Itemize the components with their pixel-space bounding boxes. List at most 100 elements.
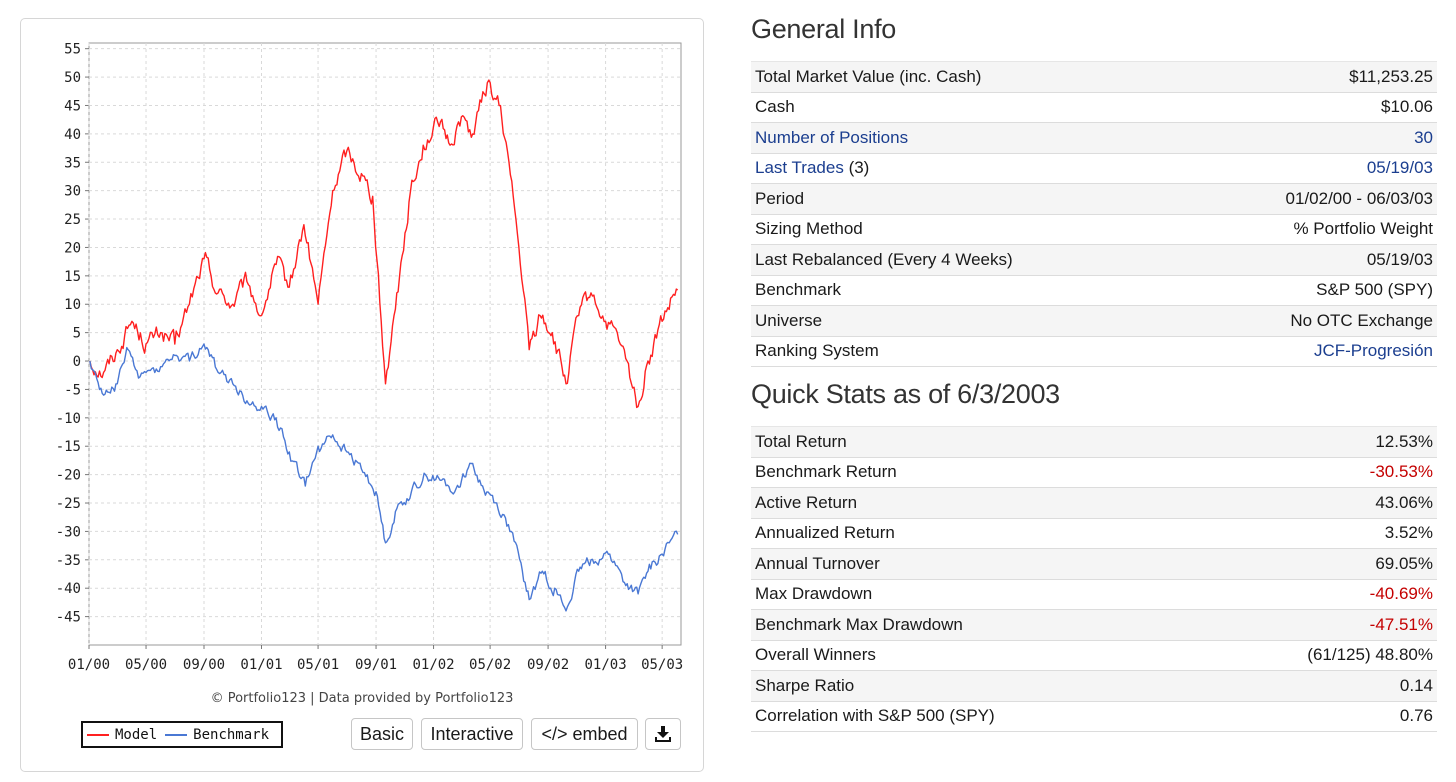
row-value: 69.05% — [1196, 548, 1437, 579]
chart-legend: Model Benchmark — [81, 721, 283, 748]
x-tick-label: 05/01 — [297, 657, 339, 673]
series-line-model — [89, 79, 679, 409]
table-row: Benchmark Max Drawdown -47.51% — [751, 609, 1437, 640]
download-button[interactable] — [645, 718, 681, 750]
table-row: Number of Positions 30 — [751, 122, 1437, 153]
general-info-title: General Info — [751, 14, 896, 44]
row-value: $11,253.25 — [1183, 61, 1437, 92]
table-row: Ranking System JCF-Progresión — [751, 335, 1437, 367]
number-of-positions-link[interactable]: Number of Positions — [751, 122, 1184, 153]
x-tick-label: 05/02 — [469, 657, 511, 673]
chart-credit: © Portfolio123 | Data provided by Portfo… — [210, 691, 514, 706]
x-tick-label: 01/02 — [412, 657, 454, 673]
row-value: S&P 500 (SPY) — [1183, 274, 1437, 306]
table-row: Period 01/02/00 - 06/03/03 — [751, 183, 1437, 214]
last-trades-cell: Last Trades (3) — [751, 152, 1184, 184]
y-tick-label: 35 — [64, 155, 81, 171]
y-tick-label: 55 — [64, 42, 81, 58]
row-value: 3.52% — [1196, 517, 1437, 549]
x-tick-label: 05/00 — [125, 657, 167, 673]
table-row: Overall Winners (61/125) 48.80% — [751, 639, 1437, 671]
x-tick-label: 09/01 — [355, 657, 397, 673]
last-trades-count: (3) — [848, 158, 870, 178]
x-tick-label: 01/01 — [240, 657, 282, 673]
table-row: Annual Turnover 69.05% — [751, 548, 1437, 579]
y-tick-label: -15 — [56, 439, 81, 455]
row-value: 01/02/00 - 06/03/03 — [1183, 183, 1437, 214]
legend-item-model: Model — [87, 727, 157, 743]
y-tick-label: 40 — [64, 127, 81, 143]
table-row: Benchmark Return -30.53% — [751, 456, 1437, 488]
y-tick-label: 45 — [64, 98, 81, 114]
x-tick-label: 09/00 — [183, 657, 225, 673]
row-value-negative: -47.51% — [1196, 609, 1437, 640]
row-label: Annual Turnover — [751, 548, 1197, 579]
performance-chart-panel: 55 50 45 40 35 30 25 20 15 10 5 0 -5 -10 -15 -20 -25 -30-… — [20, 18, 704, 772]
y-tick-label: 10 — [64, 297, 81, 313]
row-label: Benchmark — [751, 274, 1184, 306]
number-of-positions-value-link[interactable]: 30 — [1183, 122, 1437, 153]
table-row: Last Trades (3) 05/19/03 — [751, 152, 1437, 184]
y-tick-label: 5 — [73, 326, 81, 342]
row-label: Universe — [751, 305, 1184, 336]
row-value: 0.76 — [1196, 700, 1437, 732]
table-row: Annualized Return 3.52% — [751, 517, 1437, 549]
row-label: Correlation with S&P 500 (SPY) — [751, 700, 1197, 732]
row-value: % Portfolio Weight — [1183, 213, 1437, 245]
last-trades-link[interactable]: Last Trades — [755, 158, 844, 178]
last-trades-date-link[interactable]: 05/19/03 — [1183, 152, 1437, 184]
legend-swatch-benchmark — [165, 733, 188, 736]
row-label: Annualized Return — [751, 517, 1197, 549]
y-tick-label: -10 — [56, 411, 81, 427]
table-row: Correlation with S&P 500 (SPY) 0.76 — [751, 700, 1437, 732]
y-tick-label: -25 — [56, 496, 81, 512]
quick-stats-title: Quick Stats as of 6/3/2003 — [751, 379, 1060, 409]
y-tick-label: 15 — [64, 269, 81, 285]
row-label: Cash — [751, 91, 1184, 123]
row-value: 0.14 — [1196, 670, 1437, 701]
table-row: Sizing Method % Portfolio Weight — [751, 213, 1437, 245]
table-row: Benchmark S&P 500 (SPY) — [751, 274, 1437, 306]
download-icon — [655, 726, 671, 742]
quick-stats-table: Total Return 12.53% Benchmark Return -30… — [751, 426, 1437, 732]
y-tick-label: -5 — [64, 382, 81, 398]
y-tick-label: -40 — [56, 581, 81, 597]
plot-area — [88, 42, 682, 646]
legend-label-model: Model — [115, 726, 158, 743]
row-label: Overall Winners — [751, 639, 1197, 671]
embed-button[interactable]: </> embed — [531, 718, 638, 750]
legend-item-benchmark: Benchmark — [165, 727, 269, 743]
table-row: Active Return 43.06% — [751, 487, 1437, 518]
legend-label-benchmark: Benchmark — [193, 726, 270, 743]
row-label: Last Rebalanced (Every 4 Weeks) — [751, 244, 1184, 275]
row-label: Benchmark Return — [751, 456, 1197, 488]
x-tick-label: 05/03 — [641, 657, 683, 673]
y-tick-label: -20 — [56, 468, 81, 484]
table-row: Total Market Value (inc. Cash) $11,253.2… — [751, 61, 1437, 92]
general-info-table: Total Market Value (inc. Cash) $11,253.2… — [751, 61, 1437, 367]
row-value-negative: -30.53% — [1196, 456, 1437, 488]
y-tick-label: 30 — [64, 184, 81, 200]
row-value: 12.53% — [1196, 426, 1437, 457]
table-row: Cash $10.06 — [751, 91, 1437, 123]
row-label: Ranking System — [751, 335, 1184, 367]
row-label: Max Drawdown — [751, 578, 1197, 610]
interactive-button[interactable]: Interactive — [421, 718, 523, 750]
row-label: Total Market Value (inc. Cash) — [751, 61, 1184, 92]
x-tick-label: 01/03 — [585, 657, 627, 673]
y-tick-label: -35 — [56, 553, 81, 569]
table-row: Sharpe Ratio 0.14 — [751, 670, 1437, 701]
y-tick-label: 25 — [64, 212, 81, 228]
row-label: Sizing Method — [751, 213, 1184, 245]
performance-chart: 5550454035302520151050-5-10-15-20-25-30-… — [56, 42, 684, 673]
legend-swatch-model — [87, 733, 109, 736]
y-tick-label: 0 — [73, 354, 81, 370]
basic-button[interactable]: Basic — [351, 718, 413, 750]
row-value: No OTC Exchange — [1183, 305, 1437, 336]
row-value: 43.06% — [1196, 487, 1437, 518]
row-label: Benchmark Max Drawdown — [751, 609, 1197, 640]
row-label: Period — [751, 183, 1184, 214]
table-row: Last Rebalanced (Every 4 Weeks) 05/19/03 — [751, 244, 1437, 275]
table-row: Total Return 12.53% — [751, 426, 1437, 457]
ranking-system-link[interactable]: JCF-Progresión — [1183, 335, 1437, 367]
